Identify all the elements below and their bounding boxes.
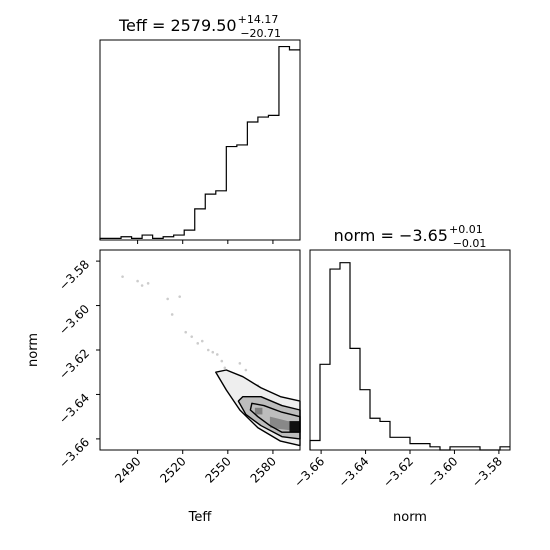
x-axis-label-teff: Teff	[188, 510, 213, 525]
norm-hist-xtick-label: −3.62	[380, 454, 416, 490]
scatter-point	[166, 297, 169, 301]
scatter-point	[136, 279, 139, 283]
scatter-point	[206, 348, 210, 352]
x-axis-label-norm: norm	[393, 510, 427, 525]
scatter-point	[146, 282, 150, 285]
scatter-xtick-label: 2550	[202, 454, 233, 485]
scatter-ytick-label: −3.60	[56, 302, 92, 338]
scatter-point	[211, 350, 215, 354]
scatter-point	[238, 362, 242, 365]
norm-histogram-line	[309, 262, 510, 451]
scatter-point	[244, 368, 248, 372]
scatter-point	[196, 342, 200, 345]
contour-inner	[249, 402, 301, 433]
norm-hist-xtick-label: −3.64	[336, 454, 372, 490]
scatter-ytick-label: −3.64	[56, 391, 92, 427]
scatter-point	[184, 330, 188, 334]
scatter-ytick-label: −3.62	[56, 346, 92, 382]
scatter-ytick-label: −3.58	[56, 257, 92, 293]
norm-hist-xtick-label: −3.66	[291, 454, 327, 490]
scatter-point	[223, 366, 227, 370]
teff-title: Teff = 2579.50+14.17 −20.71	[118, 13, 281, 40]
norm-title: norm = −3.65+0.01 −0.01	[334, 223, 487, 250]
norm-hist-frame	[309, 249, 511, 451]
scatter-point	[220, 359, 224, 363]
norm-lower-error: −0.01	[453, 237, 487, 250]
teff-upper-error: +14.17	[238, 13, 279, 26]
y-axis-label-norm: norm	[26, 333, 41, 367]
scatter-xtick-label: 2580	[248, 454, 279, 485]
scatter-xtick-label: 2490	[112, 454, 143, 485]
scatter-point	[170, 313, 174, 316]
scatter-point	[178, 295, 181, 298]
density-fill-core-2	[289, 421, 300, 433]
scatter-ytick-label: −3.66	[56, 435, 92, 471]
teff-lower-error: −20.71	[240, 27, 281, 40]
scatter-point	[215, 353, 219, 356]
density-fill-core-1	[254, 407, 263, 415]
scatter-point	[121, 275, 124, 278]
norm-hist-xtick-label: −3.60	[425, 454, 461, 490]
scatter-xtick-label: 2520	[157, 454, 188, 485]
norm-hist-xtick-label: −3.58	[469, 454, 505, 490]
norm-upper-error: +0.01	[449, 223, 483, 236]
scatter-point	[190, 335, 194, 338]
teff-hist-frame	[99, 39, 301, 241]
scatter-point	[200, 339, 204, 343]
teff-histogram-line	[99, 45, 300, 240]
scatter-point	[140, 284, 144, 287]
contour-middle	[237, 395, 301, 440]
